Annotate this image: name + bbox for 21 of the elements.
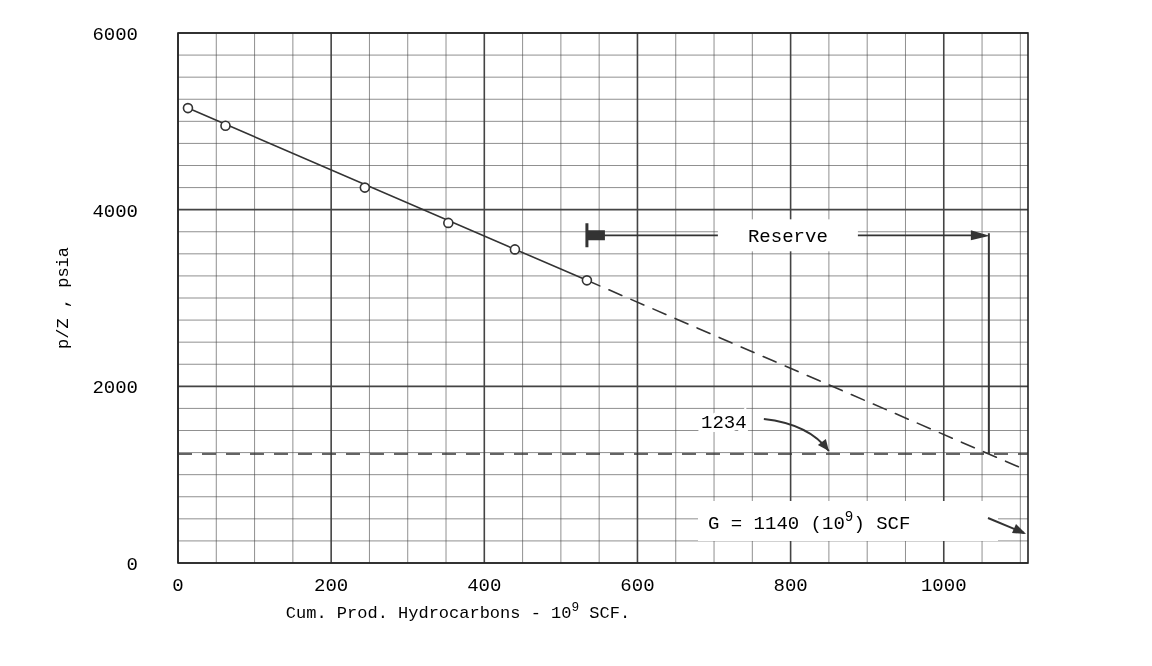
y-tick-label: 2000	[92, 377, 138, 400]
y-axis-title: p/Z , psia	[54, 246, 73, 350]
x-tick-label: 0	[172, 575, 184, 597]
annotation: G = 1140 (10$^{9}$) SCF	[708, 509, 911, 535]
x-tick-label: 400	[467, 575, 502, 597]
y-tick-label: 6000	[92, 24, 138, 46]
point	[443, 217, 454, 229]
x-axis-title: Cum. Prod. Hydrocarbons - 10$^{9}$ SCF.	[285, 599, 631, 623]
x-tick-label: 200	[314, 575, 349, 597]
x-tick-label: 800	[773, 575, 808, 597]
point	[359, 182, 371, 193]
point	[509, 244, 521, 255]
y-tick-label: 0	[126, 554, 138, 576]
point	[220, 120, 231, 132]
point	[581, 275, 593, 286]
point	[182, 102, 194, 114]
x-tick-label: 600	[620, 575, 655, 597]
y-tick-label: 4000	[92, 200, 138, 223]
legend-label: 1234	[701, 412, 747, 434]
annotation: Reserve	[747, 226, 828, 249]
x-tick-label: 1000	[920, 575, 967, 597]
